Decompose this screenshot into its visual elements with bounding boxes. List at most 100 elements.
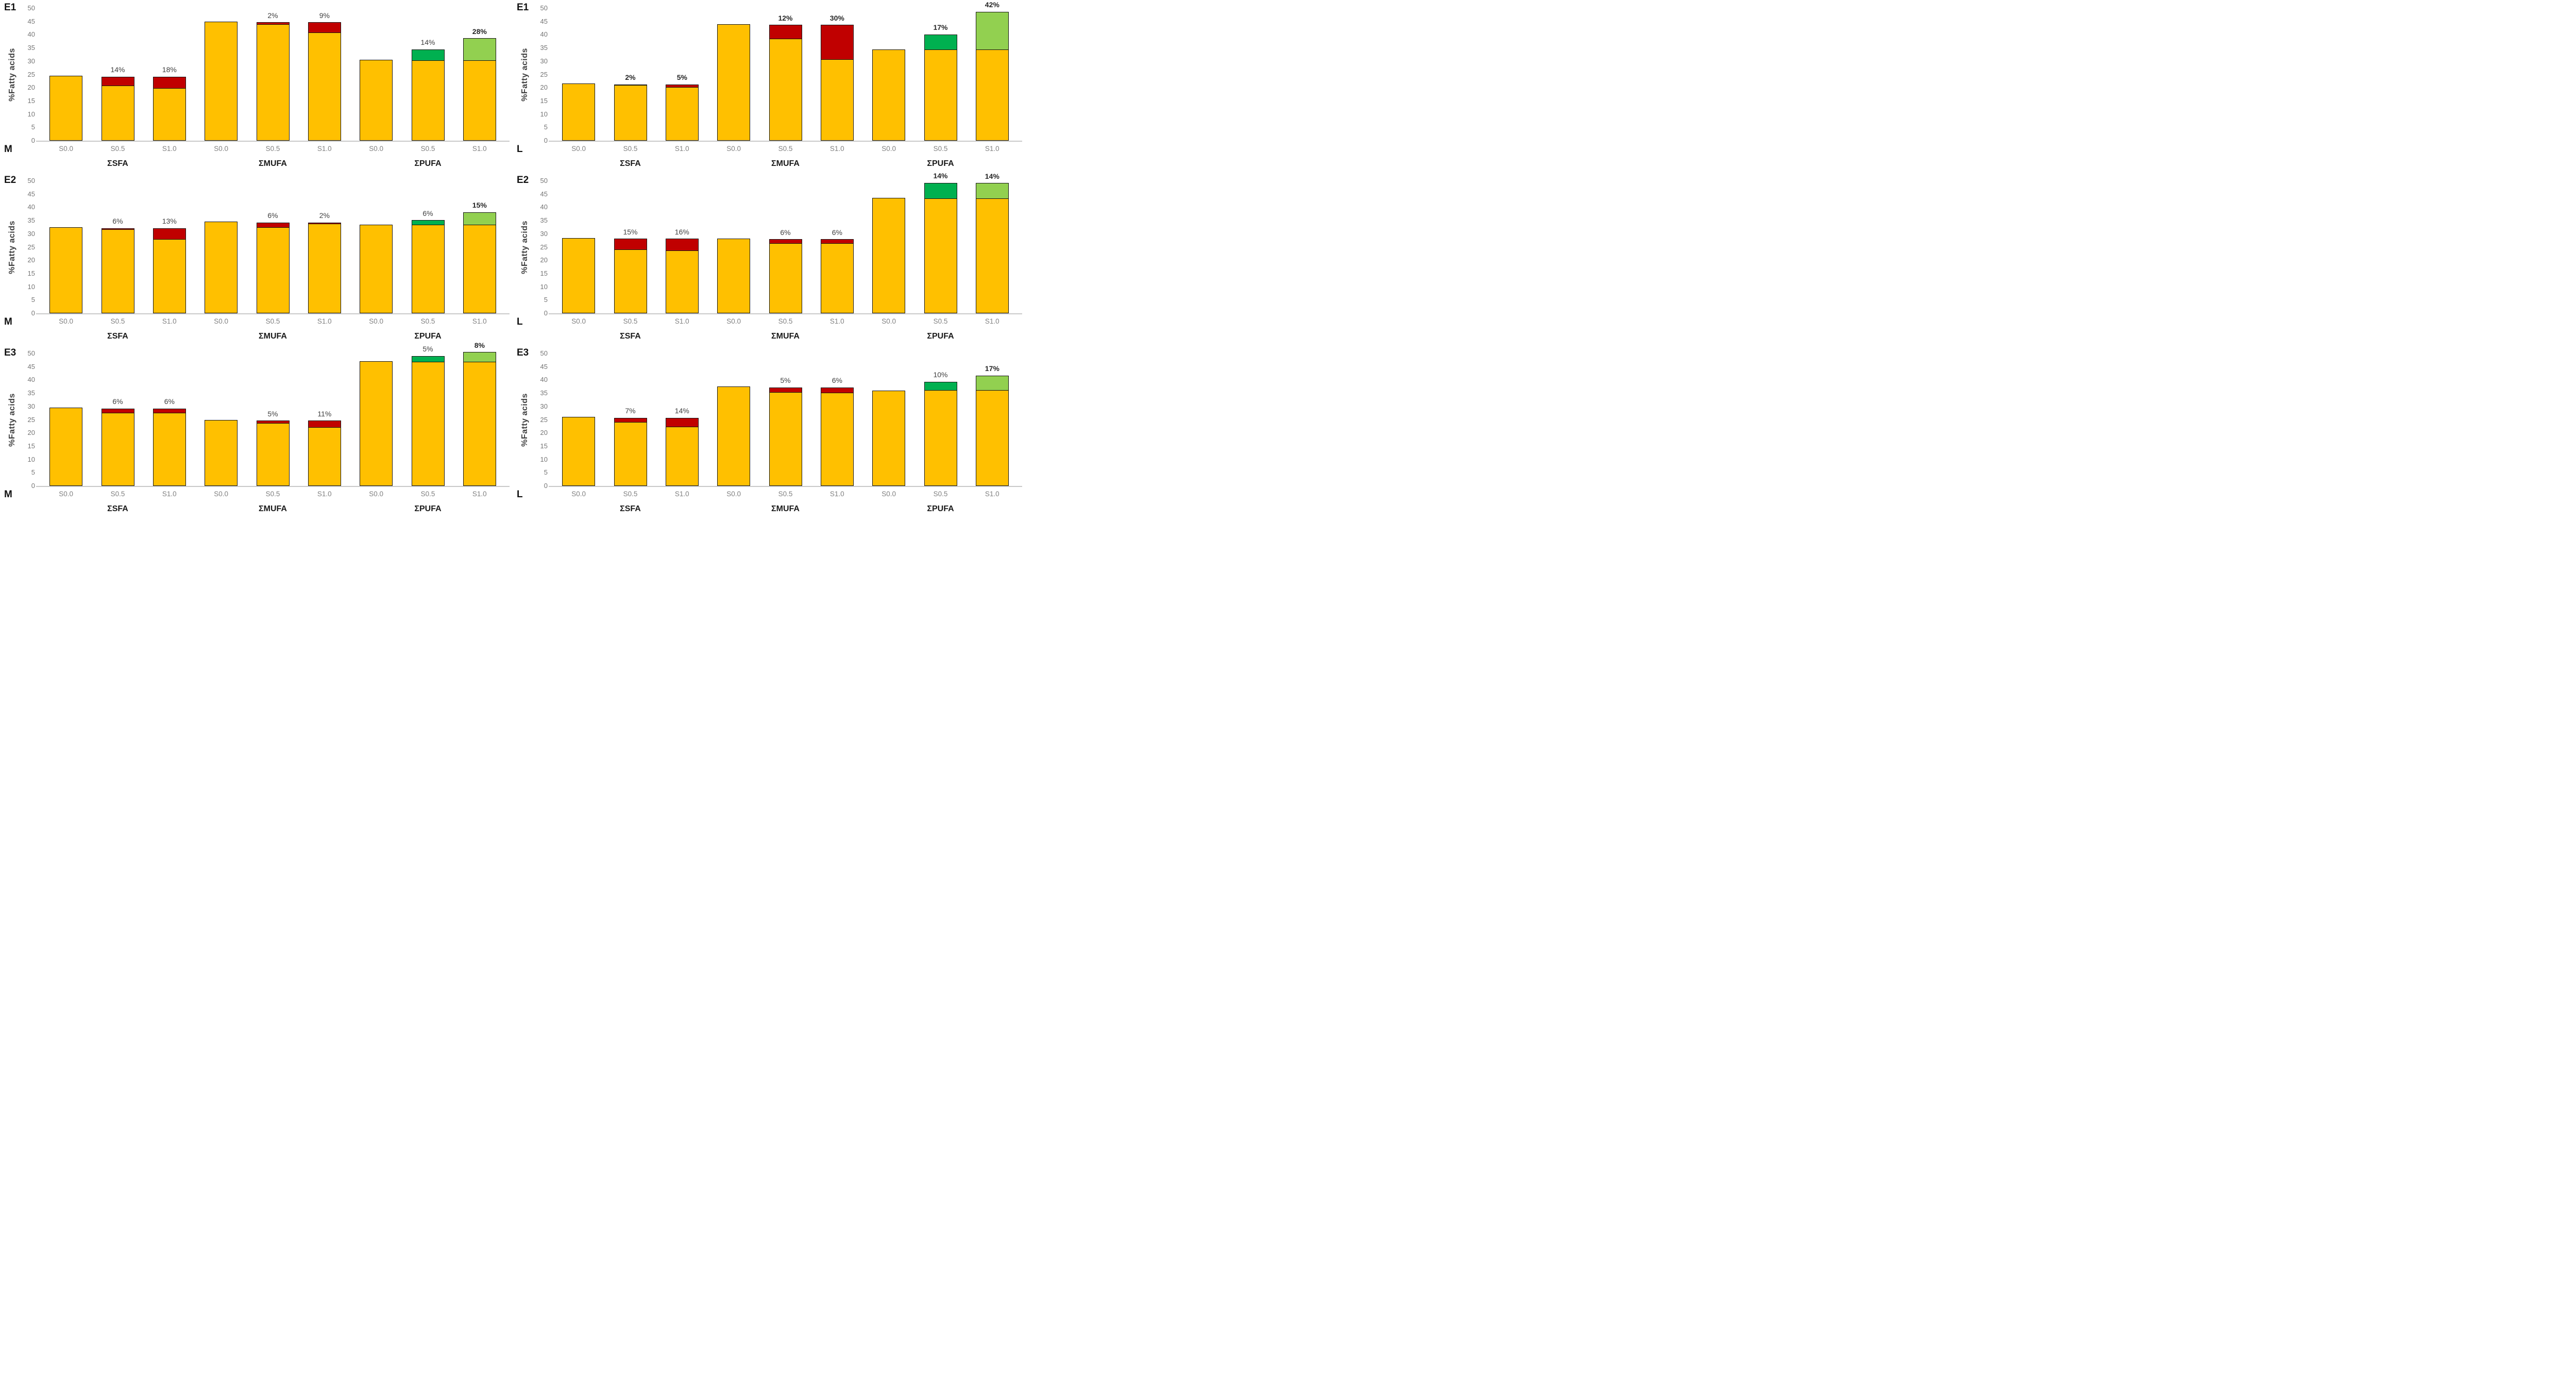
bar-cap-segment-increase xyxy=(924,182,957,199)
x-tick-label: S0.0 xyxy=(214,490,229,498)
y-tick-label: 20 xyxy=(540,429,548,437)
x-tick-label: S1.0 xyxy=(829,317,844,325)
chart-panel-e3-l: E3 L %Fatty acids 0 5 10 15 20 25 30 35 40 45 50 S0.0 7… xyxy=(513,345,1025,518)
y-tick-label: 30 xyxy=(540,402,548,410)
bar-base-segment xyxy=(717,386,751,486)
percent-change-label: 14% xyxy=(933,172,948,180)
chart-panel-e2-m: E2 M %Fatty acids 0 5 10 15 20 25 30 35 40 45 50 S0.0 6… xyxy=(0,173,513,345)
percent-change-label: 6% xyxy=(267,211,278,220)
y-tick-label: 25 xyxy=(540,70,548,78)
group-label-sfa: ΣSFA xyxy=(107,332,128,341)
bar-base-segment xyxy=(665,87,699,141)
y-tick-label: 5 xyxy=(31,468,35,477)
x-tick-label: S0.5 xyxy=(778,490,793,498)
bar-cap-segment-decrease xyxy=(101,408,134,414)
percent-change-label: 6% xyxy=(832,376,842,385)
bar-base-segment xyxy=(614,422,647,486)
x-tick-label: S0.0 xyxy=(571,317,586,325)
group-label-sfa: ΣSFA xyxy=(620,159,641,168)
percent-change-label: 14% xyxy=(420,38,435,47)
panel-row-label: E1 xyxy=(4,2,16,13)
bar-base-segment xyxy=(411,60,445,141)
y-tick-label: 35 xyxy=(540,389,548,397)
bar-base-segment xyxy=(562,83,596,141)
bar-cap-segment-increase xyxy=(924,381,957,391)
x-tick-label: S0.0 xyxy=(882,145,896,153)
percent-change-label: 6% xyxy=(780,228,791,237)
y-tick-label: 10 xyxy=(540,110,548,118)
x-axis-line xyxy=(549,486,1022,487)
bar-cap-segment-decrease xyxy=(308,222,341,225)
panel-row-label: E2 xyxy=(517,175,529,186)
percent-change-label: 9% xyxy=(319,11,330,20)
x-tick-label: S0.5 xyxy=(420,490,435,498)
y-tick-label: 10 xyxy=(540,455,548,463)
fatty-acids-figure: E1 M %Fatty acids 0 5 10 15 20 25 30 35 40 45 50 S0.0 1… xyxy=(0,0,1025,518)
y-tick-label: 0 xyxy=(544,482,548,490)
percent-change-label: 14% xyxy=(110,65,125,74)
y-tick-label: 30 xyxy=(540,57,548,65)
percent-change-label: 6% xyxy=(832,228,842,237)
y-tick-label: 40 xyxy=(27,30,35,39)
bar-cap-segment-increase_light xyxy=(463,352,496,362)
panel-corner-label: M xyxy=(4,144,12,155)
group-label-pufa: ΣPUFA xyxy=(414,159,442,168)
x-tick-label: S0.0 xyxy=(214,317,229,325)
percent-change-label: 42% xyxy=(985,1,999,9)
bar-cap-segment-decrease xyxy=(820,25,854,60)
percent-change-label: 5% xyxy=(676,73,687,82)
x-tick-label: S1.0 xyxy=(829,490,844,498)
bar-base-segment xyxy=(152,239,186,313)
percent-change-label: 14% xyxy=(985,172,999,180)
percent-change-label: 15% xyxy=(623,227,638,236)
bar-base-segment xyxy=(360,224,393,313)
bar-cap-segment-decrease xyxy=(101,228,134,230)
bar-cap-segment-decrease xyxy=(152,228,186,240)
bar-base-segment xyxy=(411,361,445,486)
bar-cap-segment-decrease xyxy=(820,387,854,394)
bar-cap-segment-decrease xyxy=(308,22,341,33)
bar-base-segment xyxy=(665,426,699,486)
y-tick-label: 15 xyxy=(540,442,548,450)
y-tick-label: 50 xyxy=(540,177,548,184)
y-tick-label: 25 xyxy=(27,243,35,251)
bar-base-segment xyxy=(101,229,134,313)
x-tick-label: S1.0 xyxy=(162,317,177,325)
panel-row-label: E1 xyxy=(517,2,529,13)
y-tick-label: 35 xyxy=(540,216,548,225)
x-tick-label: S1.0 xyxy=(472,490,487,498)
bar-base-segment xyxy=(360,60,393,141)
x-tick-label: S0.5 xyxy=(623,317,638,325)
x-axis-line xyxy=(36,141,510,142)
x-tick-label: S1.0 xyxy=(829,145,844,153)
bar-cap-segment-decrease xyxy=(769,25,802,39)
y-tick-label: 25 xyxy=(540,415,548,424)
percent-change-label: 6% xyxy=(112,217,123,226)
y-tick-label: 15 xyxy=(27,96,35,105)
y-tick-label: 50 xyxy=(540,349,548,357)
y-tick-label: 45 xyxy=(27,17,35,25)
percent-change-label: 8% xyxy=(474,341,485,349)
y-tick-label: 30 xyxy=(27,402,35,410)
group-label-mufa: ΣMUFA xyxy=(771,504,800,513)
group-label-pufa: ΣPUFA xyxy=(927,159,954,168)
percent-change-label: 6% xyxy=(422,209,433,217)
bar-base-segment xyxy=(924,390,957,486)
x-tick-label: S0.5 xyxy=(420,145,435,153)
chart-panel-e1-l: E1 L %Fatty acids 0 5 10 15 20 25 30 35 40 45 50 S0.0 2… xyxy=(513,0,1025,173)
bar-cap-segment-decrease xyxy=(665,84,699,88)
x-tick-label: S0.5 xyxy=(778,145,793,153)
bar-cap-segment-increase xyxy=(411,220,445,226)
y-tick-label: 35 xyxy=(540,44,548,52)
group-label-pufa: ΣPUFA xyxy=(927,504,954,513)
percent-change-label: 30% xyxy=(829,13,844,22)
x-axis-line xyxy=(36,486,510,487)
bar-base-segment xyxy=(308,32,341,141)
x-tick-label: S0.5 xyxy=(623,490,638,498)
bar-cap-segment-decrease xyxy=(769,387,802,393)
bar-base-segment xyxy=(665,250,699,313)
x-tick-label: S0.5 xyxy=(110,490,125,498)
x-tick-label: S1.0 xyxy=(162,490,177,498)
y-tick-label: 40 xyxy=(540,30,548,39)
group-label-mufa: ΣMUFA xyxy=(771,332,800,341)
